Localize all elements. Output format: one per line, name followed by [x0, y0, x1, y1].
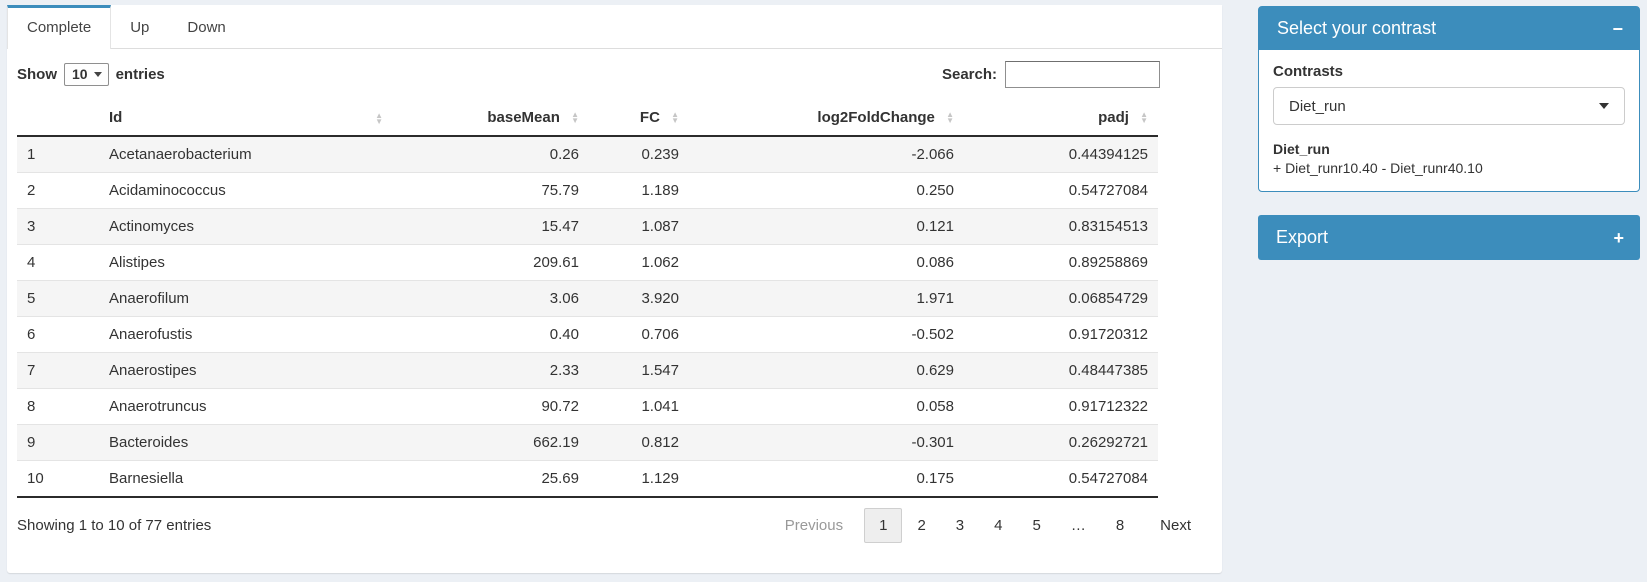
select-caret-icon — [94, 72, 102, 77]
table-row: 5 Anaerofilum 3.06 3.920 1.971 0.0685472… — [17, 281, 1158, 317]
contrast-panel-header: Select your contrast − — [1259, 7, 1639, 50]
expand-plus-icon[interactable]: + — [1613, 229, 1624, 247]
table-row: 7 Anaerostipes 2.33 1.547 0.629 0.484473… — [17, 353, 1158, 389]
sort-icon — [671, 112, 679, 124]
pagination: Previous 1 2 3 4 5 … 8 Next — [770, 508, 1206, 543]
table-controls: Show 10 entries Search: — [7, 49, 1222, 94]
export-panel-header[interactable]: Export + — [1258, 215, 1640, 260]
table-row: 6 Anaerofustis 0.40 0.706 -0.502 0.91720… — [17, 317, 1158, 353]
id-cell: Bacteroides — [99, 425, 389, 461]
column-header-padj[interactable]: padj — [964, 102, 1158, 136]
table-row: 9 Bacteroides 662.19 0.812 -0.301 0.2629… — [17, 425, 1158, 461]
table-row: 2 Acidaminococcus 75.79 1.189 0.250 0.54… — [17, 173, 1158, 209]
contrasts-label: Contrasts — [1273, 63, 1625, 80]
sort-icon — [375, 113, 383, 125]
page-length-value: 10 — [72, 66, 88, 82]
id-cell: Anaerostipes — [99, 353, 389, 389]
id-cell: Acidaminococcus — [99, 173, 389, 209]
contrast-name: Diet_run — [1273, 141, 1625, 157]
pagination-page-1[interactable]: 1 — [864, 508, 902, 543]
table-footer: Showing 1 to 10 of 77 entries Previous 1… — [7, 498, 1222, 543]
column-header-index — [17, 102, 99, 136]
contrast-panel: Select your contrast − Contrasts Diet_ru… — [1258, 6, 1640, 192]
id-cell: Anaerotruncus — [99, 389, 389, 425]
column-header-log2foldchange[interactable]: log2FoldChange — [689, 102, 964, 136]
search-input[interactable] — [1005, 61, 1160, 88]
tab-up[interactable]: Up — [111, 5, 168, 48]
id-cell: Barnesiella — [99, 461, 389, 498]
tab-bar: Complete Up Down — [7, 5, 1222, 49]
contrast-select-value: Diet_run — [1289, 98, 1346, 115]
table-row: 1 Acetanaerobacterium 0.26 0.239 -2.066 … — [17, 136, 1158, 173]
id-cell: Anaerofustis — [99, 317, 389, 353]
table-row: 4 Alistipes 209.61 1.062 0.086 0.8925886… — [17, 245, 1158, 281]
id-cell: Actinomyces — [99, 209, 389, 245]
table-row: 3 Actinomyces 15.47 1.087 0.121 0.831545… — [17, 209, 1158, 245]
page-length-control: Show 10 entries — [17, 63, 165, 86]
pagination-page-4[interactable]: 4 — [979, 508, 1017, 543]
results-table: Id baseMean FC log2FoldChange — [17, 102, 1158, 498]
export-panel-title: Export — [1276, 227, 1328, 248]
contrast-select[interactable]: Diet_run — [1273, 87, 1625, 125]
pagination-page-8[interactable]: 8 — [1101, 508, 1139, 543]
contrast-formula: + Diet_runr10.40 - Diet_runr40.10 — [1273, 160, 1625, 176]
sidebar: Select your contrast − Contrasts Diet_ru… — [1258, 6, 1640, 283]
results-card: Complete Up Down Show 10 entries Search: — [7, 5, 1222, 573]
table-row: 8 Anaerotruncus 90.72 1.041 0.058 0.9171… — [17, 389, 1158, 425]
pagination-ellipsis: … — [1056, 508, 1101, 543]
id-cell: Anaerofilum — [99, 281, 389, 317]
sort-icon — [1140, 112, 1148, 124]
tab-complete[interactable]: Complete — [7, 5, 111, 49]
table-row: 10 Barnesiella 25.69 1.129 0.175 0.54727… — [17, 461, 1158, 498]
table-header: Id baseMean FC log2FoldChange — [17, 102, 1158, 136]
search-label: Search: — [942, 66, 997, 83]
id-cell: Acetanaerobacterium — [99, 136, 389, 173]
contrast-panel-body: Contrasts Diet_run Diet_run + Diet_runr1… — [1259, 50, 1639, 191]
contrast-panel-title: Select your contrast — [1277, 18, 1436, 39]
page: Complete Up Down Show 10 entries Search: — [0, 0, 1647, 582]
column-header-fc[interactable]: FC — [589, 102, 689, 136]
search-control: Search: — [942, 61, 1160, 88]
pagination-page-2[interactable]: 2 — [902, 508, 940, 543]
table-info: Showing 1 to 10 of 77 entries — [17, 517, 211, 534]
pagination-next[interactable]: Next — [1145, 508, 1206, 543]
column-header-basemean[interactable]: baseMean — [389, 102, 589, 136]
sort-icon — [571, 112, 579, 124]
id-cell: Alistipes — [99, 245, 389, 281]
dropdown-caret-icon — [1599, 103, 1609, 109]
export-panel: Export + — [1258, 215, 1640, 260]
page-length-select[interactable]: 10 — [64, 63, 109, 86]
pagination-previous[interactable]: Previous — [770, 508, 858, 543]
entries-label: entries — [116, 66, 165, 83]
show-label: Show — [17, 66, 57, 83]
tab-down[interactable]: Down — [168, 5, 244, 48]
collapse-minus-icon[interactable]: − — [1612, 20, 1623, 38]
pagination-page-5[interactable]: 5 — [1017, 508, 1055, 543]
column-header-id[interactable]: Id — [99, 102, 389, 136]
pagination-page-3[interactable]: 3 — [941, 508, 979, 543]
sort-icon — [946, 112, 954, 124]
